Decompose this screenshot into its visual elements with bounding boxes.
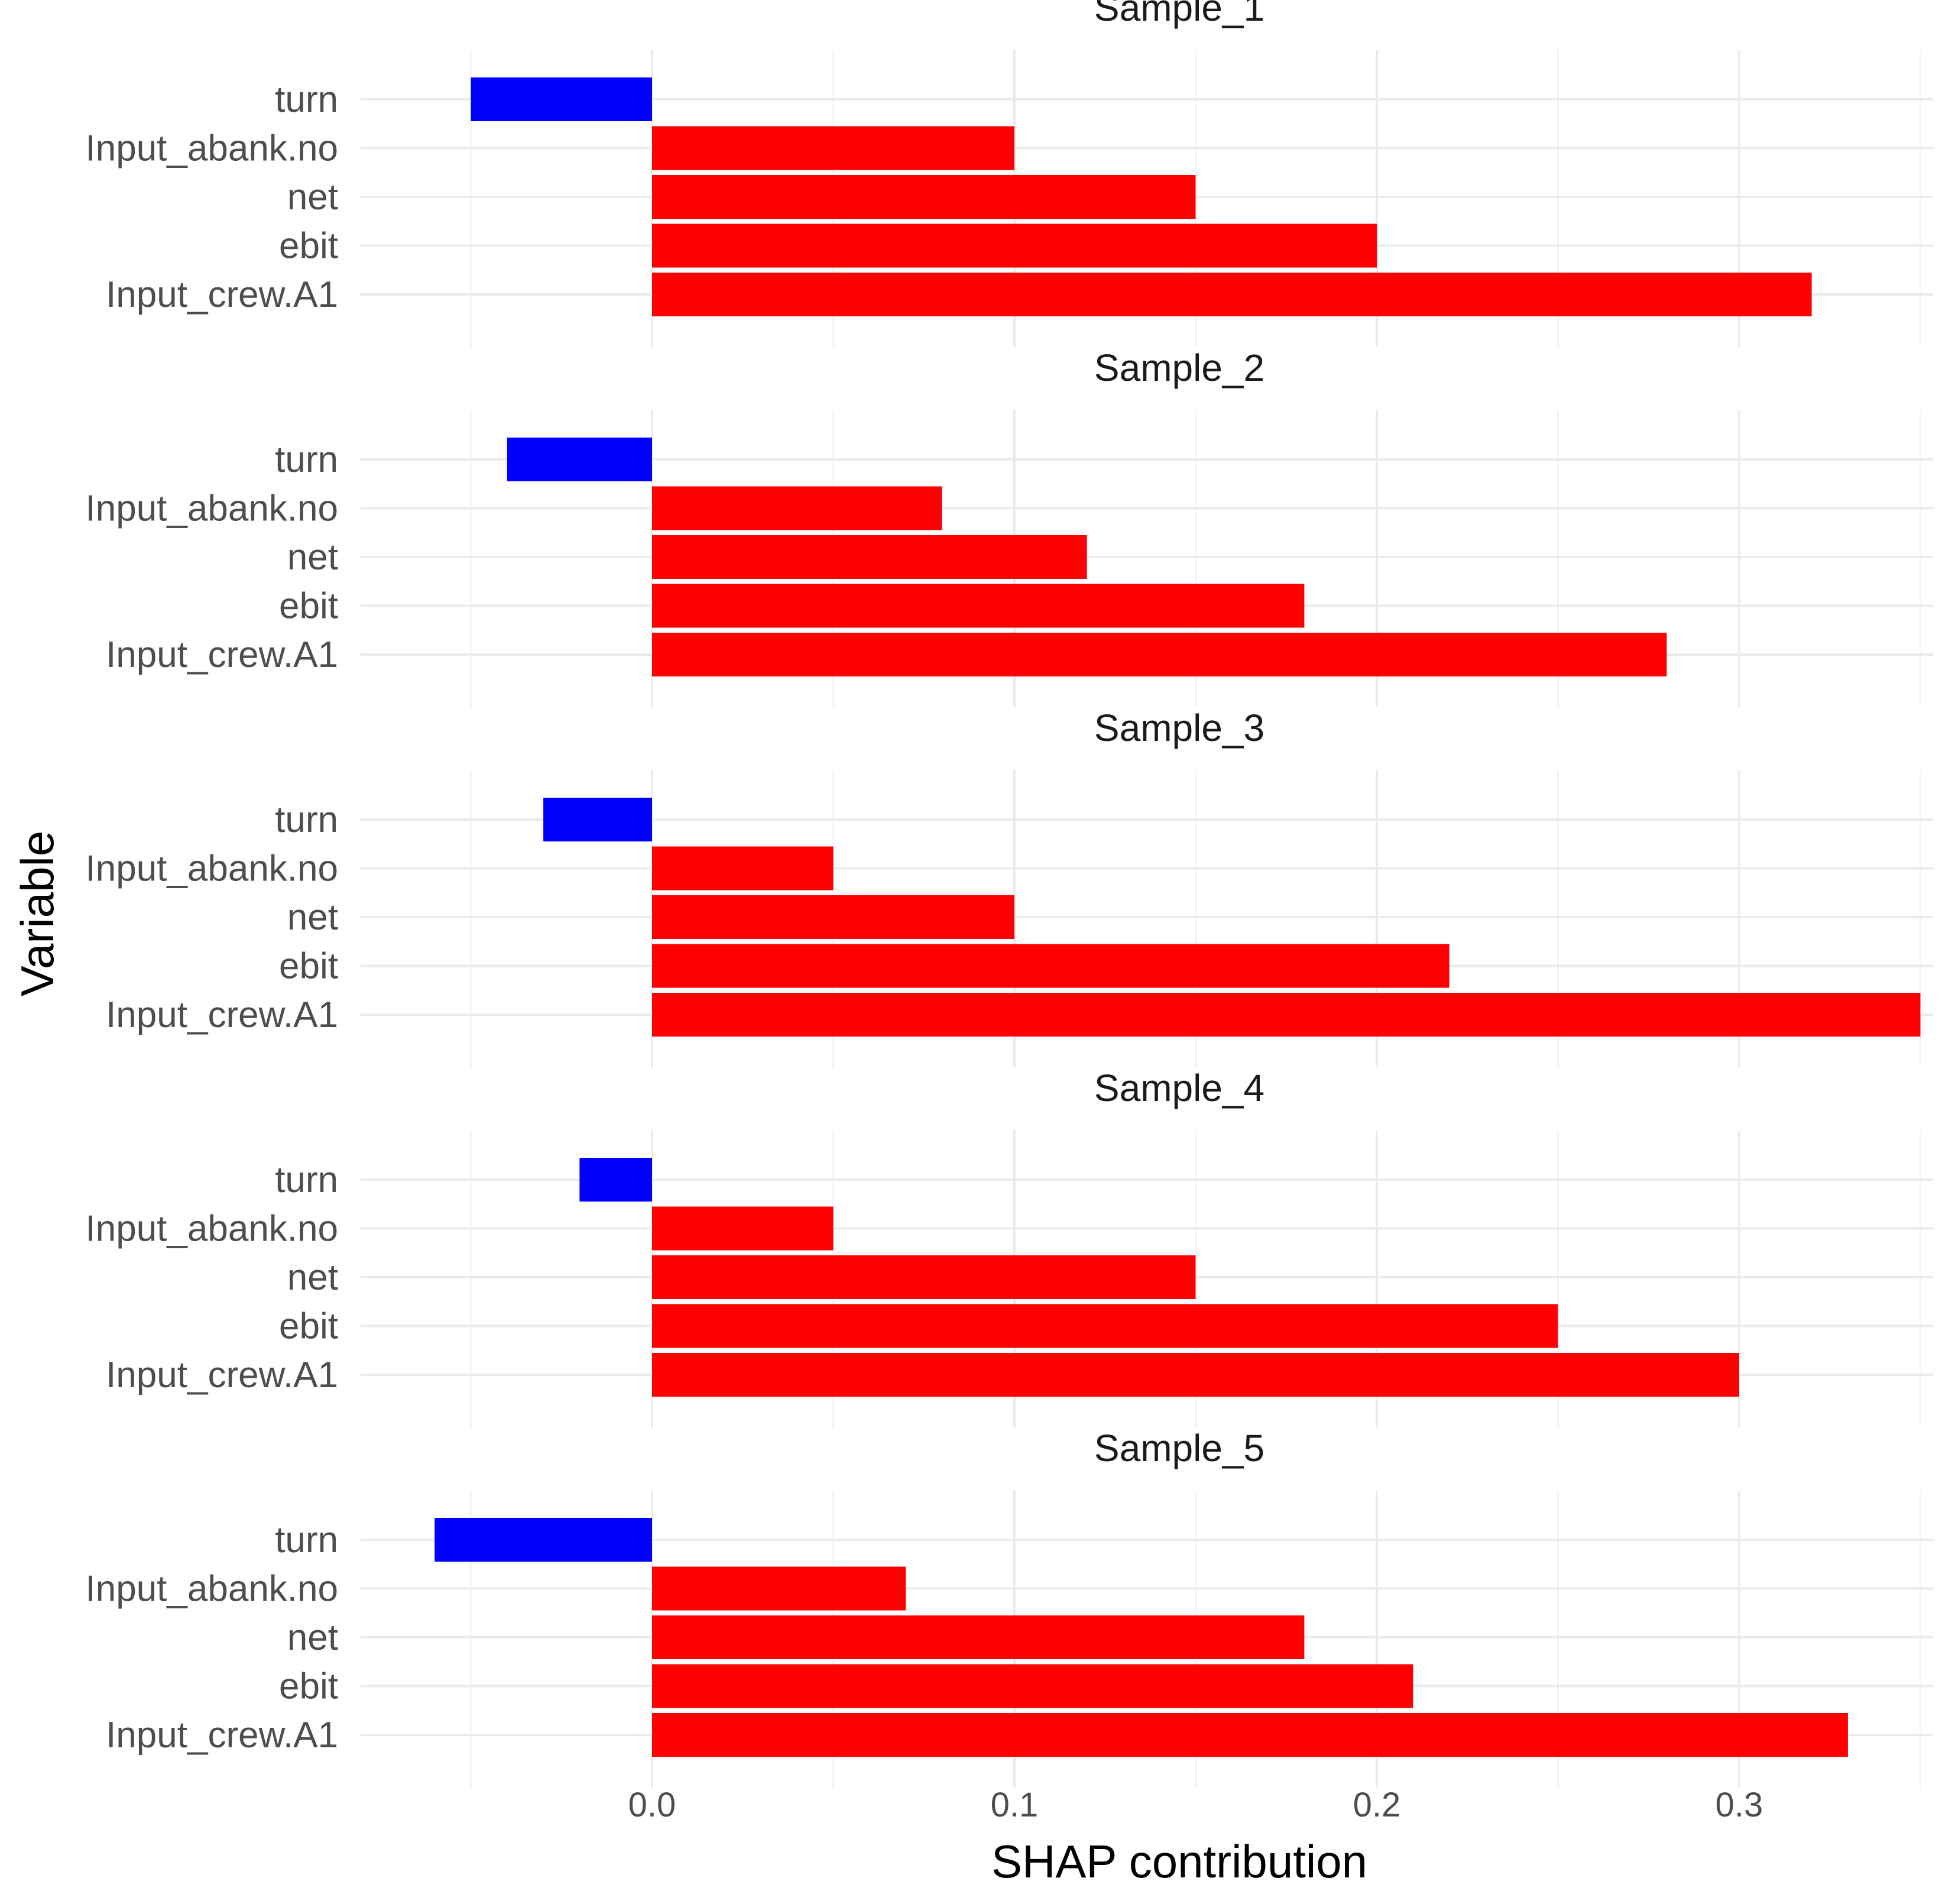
bar-positive: [652, 1255, 1196, 1299]
facet-title: Sample_5: [1094, 1427, 1264, 1469]
category-label: Input_crew.A1: [106, 995, 338, 1035]
facet-title: Sample_2: [1094, 347, 1264, 389]
bar-positive: [652, 1664, 1413, 1708]
bar-negative: [435, 1518, 652, 1562]
bar-positive: [652, 944, 1450, 988]
bar-negative: [507, 438, 652, 481]
bar-negative: [471, 77, 652, 121]
facet-title: Sample_1: [1094, 0, 1264, 29]
category-label: Input_crew.A1: [106, 634, 338, 675]
bar-positive: [652, 175, 1196, 219]
bar-positive: [652, 224, 1377, 268]
bar-positive: [652, 846, 834, 891]
category-label: net: [287, 1257, 338, 1298]
x-tick-label: 0.3: [1716, 1786, 1763, 1824]
x-axis: 0.0 0.1 0.2 0.3: [628, 1786, 1763, 1824]
bar-positive: [652, 993, 1921, 1037]
bar-positive: [652, 633, 1667, 676]
bar-positive: [652, 1353, 1739, 1397]
x-tick-label: 0.1: [991, 1786, 1039, 1824]
category-label: net: [287, 897, 338, 938]
category-label: ebit: [279, 946, 338, 987]
bar-positive: [652, 1713, 1848, 1757]
category-label: Input_abank.no: [86, 1209, 339, 1249]
facets-layer: Sample_1turnInput_abank.nonetebitInput_c…: [86, 0, 1933, 1788]
category-label: Input_crew.A1: [106, 1355, 338, 1395]
bar-negative: [579, 1158, 652, 1202]
bar-positive: [652, 1206, 834, 1251]
x-tick-label: 0.2: [1353, 1786, 1401, 1824]
category-label: net: [287, 1617, 338, 1658]
category-label: turn: [275, 1160, 338, 1200]
category-label: Input_abank.no: [86, 849, 339, 889]
category-label: net: [287, 177, 338, 218]
category-label: Input_crew.A1: [106, 274, 338, 315]
category-label: turn: [275, 79, 338, 120]
category-label: net: [287, 537, 338, 578]
category-label: Input_abank.no: [86, 128, 339, 169]
category-label: ebit: [279, 586, 338, 627]
bar-positive: [652, 895, 1014, 939]
category-label: ebit: [279, 1666, 338, 1707]
category-label: ebit: [279, 1306, 338, 1347]
category-label: turn: [275, 1520, 338, 1560]
x-axis-title: SHAP contribution: [991, 1835, 1367, 1887]
bar-positive: [652, 535, 1087, 579]
bar-positive: [652, 273, 1812, 316]
y-axis-title: Variable: [11, 831, 63, 996]
category-label: ebit: [279, 226, 338, 267]
category-label: turn: [275, 439, 338, 480]
category-label: turn: [275, 799, 338, 840]
bar-positive: [652, 126, 1014, 170]
bar-negative: [543, 798, 652, 841]
bar-positive: [652, 1304, 1558, 1348]
category-label: Input_crew.A1: [106, 1715, 338, 1756]
category-label: Input_abank.no: [86, 1569, 339, 1610]
category-label: Input_abank.no: [86, 488, 339, 529]
bar-positive: [652, 486, 942, 530]
bar-positive: [652, 584, 1305, 628]
facet-title: Sample_3: [1094, 707, 1264, 749]
bar-positive: [652, 1566, 906, 1611]
bar-positive: [652, 1615, 1305, 1659]
x-tick-label: 0.0: [628, 1786, 676, 1824]
facet-title: Sample_4: [1094, 1067, 1264, 1109]
